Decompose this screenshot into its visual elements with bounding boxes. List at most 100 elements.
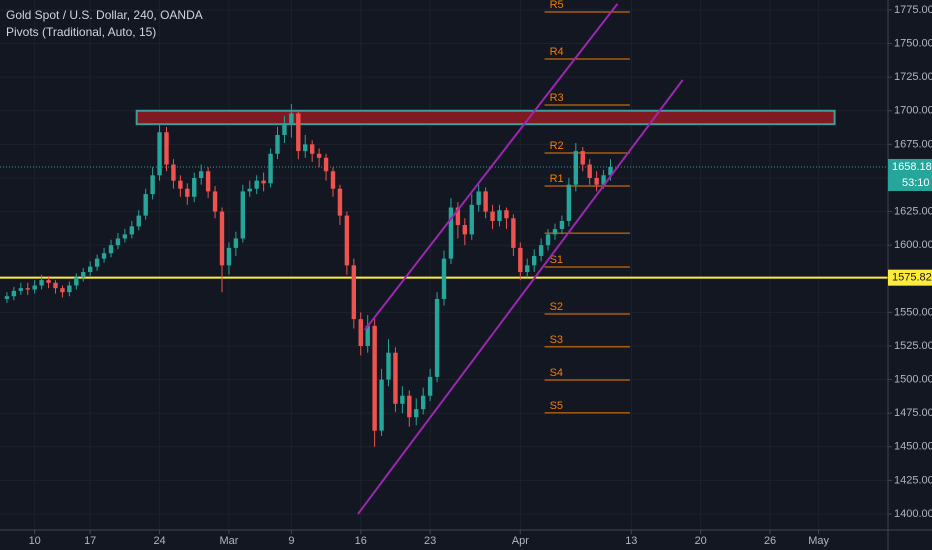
- candle-body: [608, 166, 613, 176]
- pivot-label: S2: [550, 301, 563, 313]
- y-tick-label: 1425.000: [894, 474, 932, 486]
- countdown-label: 53:10: [902, 177, 930, 189]
- candle-body: [233, 238, 239, 248]
- candle-body: [192, 177, 197, 197]
- y-tick-label: 1400.000: [894, 508, 932, 520]
- candle-body: [365, 325, 370, 346]
- candle-body: [386, 352, 391, 380]
- candle-body: [39, 280, 44, 286]
- x-tick-label: 17: [84, 535, 96, 547]
- y-tick-label: 1700.000: [894, 105, 932, 117]
- candle-body: [101, 253, 107, 259]
- x-tick-label: 26: [764, 535, 776, 547]
- candle-body: [323, 157, 329, 172]
- pivot-label: S1: [550, 254, 563, 266]
- candle-body: [53, 282, 58, 289]
- y-tick-label: 1525.000: [894, 340, 932, 352]
- candle-body: [573, 151, 579, 185]
- candle-body: [351, 265, 357, 320]
- candle-body: [122, 234, 128, 239]
- y-tick-label: 1550.000: [894, 306, 932, 318]
- candle-body: [462, 225, 468, 235]
- candle-body: [407, 395, 412, 418]
- candle-body: [268, 153, 273, 184]
- x-tick-label: Mar: [219, 535, 238, 547]
- resistance-zone: [135, 109, 836, 126]
- candle-body: [150, 175, 155, 195]
- candle-body: [344, 215, 350, 266]
- trend-line: [364, 3, 619, 331]
- candle-body: [143, 194, 148, 216]
- y-tick-label: 1600.000: [894, 239, 932, 251]
- candle-body: [303, 144, 308, 152]
- x-tick-label: 10: [29, 535, 41, 547]
- pivot-label: S4: [550, 367, 563, 379]
- candle-body: [74, 277, 79, 286]
- candle-body: [497, 210, 502, 221]
- candle-body: [490, 211, 495, 221]
- candle-body: [518, 247, 523, 273]
- candle-body: [296, 113, 301, 152]
- candle-body: [240, 191, 246, 239]
- last-price-box: [888, 158, 932, 191]
- candle-body: [46, 280, 51, 283]
- candle-body: [94, 258, 100, 267]
- candle-body: [483, 191, 488, 212]
- candle-body: [476, 191, 481, 205]
- candle-body: [552, 229, 558, 235]
- candle-body: [531, 255, 537, 266]
- candle-body: [379, 379, 384, 431]
- y-tick-label: 1625.000: [894, 205, 932, 217]
- candle-body: [441, 258, 447, 299]
- candle-body: [601, 175, 606, 185]
- candle-body: [212, 191, 218, 212]
- candle-body: [420, 395, 426, 410]
- candle-body: [226, 247, 232, 266]
- candle-body: [81, 272, 86, 278]
- pivot-label: R3: [550, 92, 564, 104]
- x-tick-label: 13: [625, 535, 637, 547]
- y-tick-label: 1725.000: [894, 71, 932, 83]
- trend-line: [357, 79, 684, 515]
- candle-body: [185, 188, 190, 197]
- candle-body: [309, 144, 315, 154]
- pivot-label: R4: [550, 46, 564, 58]
- candle-body: [11, 290, 17, 297]
- x-tick-label: 9: [288, 535, 294, 547]
- candle-body: [261, 180, 266, 184]
- x-tick-label: Apr: [512, 535, 529, 547]
- candle-body: [337, 188, 343, 216]
- candle-body: [448, 207, 454, 259]
- candle-body: [372, 325, 377, 431]
- candle-body: [115, 238, 121, 246]
- candle-body: [358, 319, 363, 346]
- candle-body: [60, 288, 65, 293]
- candle-body: [594, 177, 599, 185]
- candle-body: [129, 226, 135, 235]
- candle-body: [525, 265, 530, 273]
- hline-price-label-box: [888, 269, 932, 286]
- y-tick-label: 1775.000: [894, 4, 932, 16]
- candle-body: [164, 132, 169, 165]
- x-tick-label: 16: [355, 535, 367, 547]
- candle-body: [87, 266, 93, 273]
- candle-body: [205, 171, 211, 192]
- candle-body: [316, 153, 322, 158]
- candle-body: [289, 113, 294, 125]
- pivot-label: R2: [550, 140, 564, 152]
- candle-body: [247, 188, 252, 192]
- candle-body: [469, 204, 474, 235]
- candle-body: [136, 215, 141, 227]
- candle-body: [455, 207, 461, 226]
- candle-body: [157, 132, 162, 176]
- x-tick-label: 20: [695, 535, 707, 547]
- pivot-label: S5: [550, 400, 563, 412]
- indicator-title: Pivots (Traditional, Auto, 15): [6, 25, 156, 39]
- candle-body: [67, 285, 72, 293]
- candle-body: [434, 298, 440, 377]
- candle-body: [545, 234, 551, 246]
- candle-body: [108, 245, 114, 254]
- candle-body: [427, 376, 433, 396]
- candle-body: [400, 395, 405, 404]
